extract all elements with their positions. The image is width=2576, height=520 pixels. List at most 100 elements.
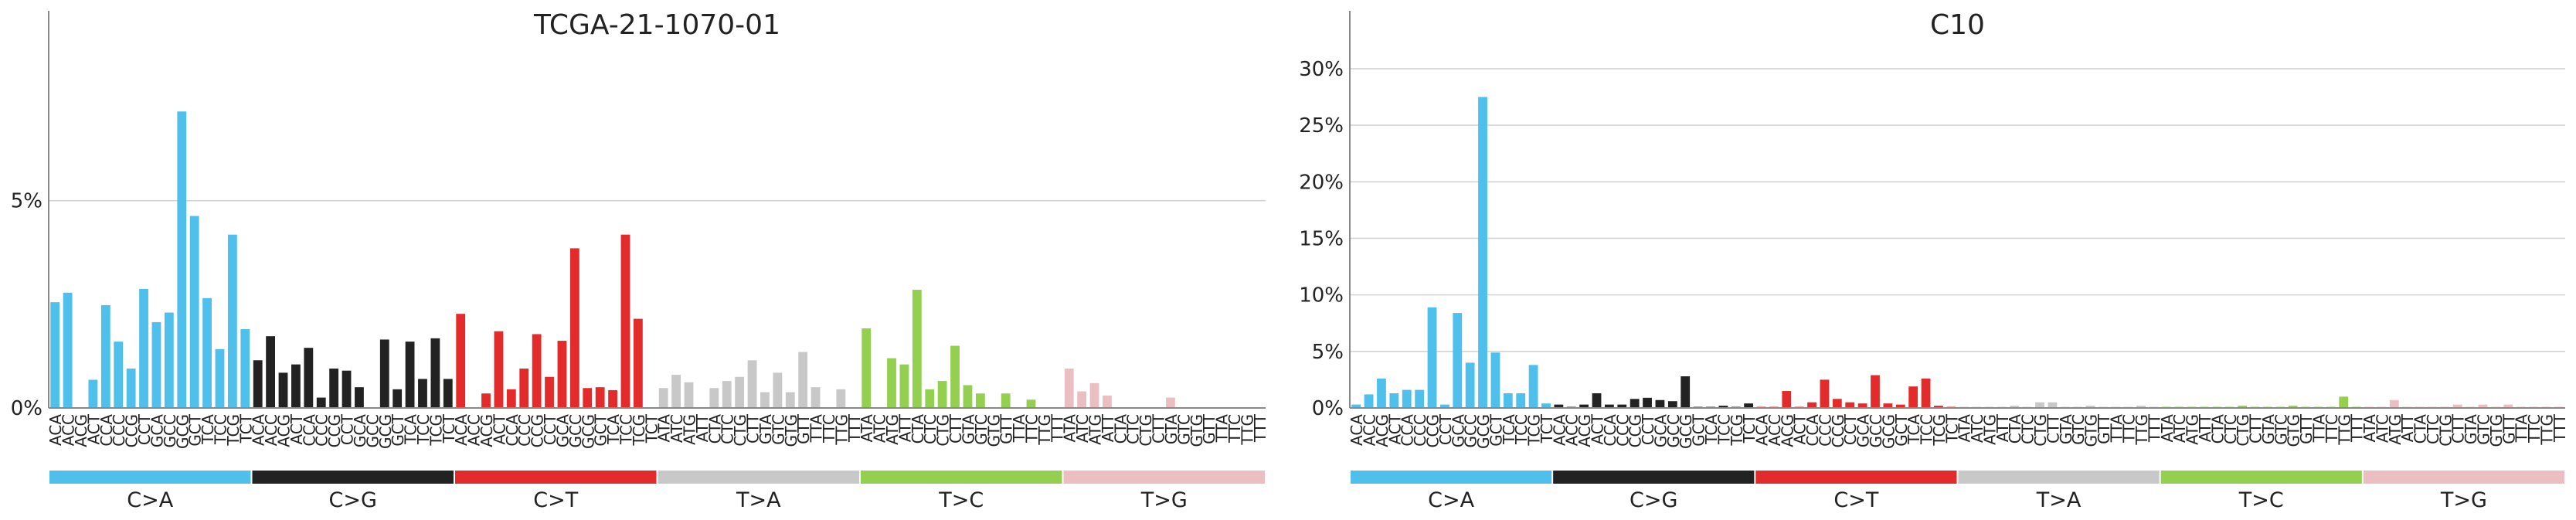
x-tick-label: GCT [389,413,407,446]
bar [899,364,909,408]
x-tick-label: TTA [2513,414,2531,444]
bar [1351,404,1361,408]
x-tick-label: CTG [934,414,953,447]
bar [1883,403,1893,408]
x-tick-label: TTC [820,414,838,444]
bar [1402,389,1412,408]
x-tick-label: GTG [2285,414,2303,447]
x-tick-label: GCT [1892,413,1911,446]
mutation-class-strip [1553,471,1755,484]
bar [1377,378,1386,408]
x-tick-label: ACA [1753,414,1772,446]
bar [569,248,579,408]
x-tick-label: CCT [338,413,357,445]
x-tick-label: GCT [592,413,610,446]
bar [393,389,403,408]
x-tick-label: ATG [883,414,902,445]
x-tick-label: TCT [1740,413,1759,444]
x-tick-label: ACA [1550,414,1568,446]
bar [1744,403,1754,408]
bar [189,216,199,408]
y-tick-label: 15% [1299,227,1344,250]
bar [1592,393,1602,408]
bar [1089,382,1099,408]
x-tick-label: GCG [579,414,597,449]
mutation-class-strip [861,471,1062,484]
x-tick-label: TTG [832,414,851,446]
x-tick-label: ACG [1373,414,1392,447]
x-tick-label: CCA [1601,414,1619,447]
bar [1908,386,1918,408]
x-tick-label: TTC [2323,414,2341,444]
x-tick-label: CTT [2247,413,2265,444]
bar [430,338,440,408]
x-tick-label: TCA [402,414,420,445]
x-tick-label: CTG [1137,414,1155,447]
bar [1064,369,1074,408]
x-tick-label: TTA [1010,414,1028,444]
panel-title: TCGA-21-1070-01 [533,9,780,41]
x-tick-label: TCT [1942,413,1961,444]
bar [1389,393,1399,408]
mutation-class-strip [1958,471,2160,484]
bar [114,342,124,408]
bar [912,290,922,408]
bar [722,381,732,408]
x-tick-label: CCC [110,414,128,447]
bar [418,379,427,408]
x-tick-label: TTG [1238,414,1256,446]
bar [88,379,98,408]
x-tick-label: CCT [1436,413,1455,445]
x-tick-label: CTC [2424,414,2442,444]
bar [1617,404,1627,408]
x-tick-label: ACA [452,414,471,446]
x-tick-label: GTA [756,414,775,444]
x-tick-label: ACC [1563,414,1582,446]
x-tick-label: ATC [668,414,686,443]
x-tick-label: TTA [2309,414,2328,444]
x-tick-label: GCA [351,414,369,447]
bar [1681,376,1691,408]
bar [1503,393,1513,408]
bar [355,387,364,408]
mutation-class-strip [252,471,454,484]
bar [1541,403,1551,408]
x-tick-label: GCG [1677,414,1695,449]
x-tick-label: TCC [1715,414,1733,445]
x-tick-label: CCC [313,414,331,447]
x-tick-label: TCC [1918,414,1936,445]
bar [1465,362,1475,408]
x-tick-label: ATC [871,414,889,443]
x-tick-label: GCC [1867,414,1885,447]
x-tick-label: TTC [2525,414,2544,444]
bar [506,389,516,408]
x-tick-label: CCT [541,413,559,445]
x-tick-label: TCG [427,414,445,447]
x-tick-label: CTT [1150,413,1168,444]
bar [202,297,212,408]
x-tick-label: TTT [2348,413,2367,443]
bar [1001,393,1011,408]
x-tick-label: ATG [2386,414,2404,445]
x-tick-label: GTG [782,414,800,447]
bar [63,292,73,408]
bar [1895,404,1905,408]
x-tick-label: GTA [2057,414,2075,444]
x-tick-label: ATA [858,414,876,443]
x-tick-label: ATA [1956,414,1974,443]
x-tick-label: TTA [2107,414,2126,444]
chart-panel-2: C100%5%10%15%20%25%30%ACAACCACGACTCCACCC… [1299,9,2569,512]
x-tick-label: CCG [528,414,547,447]
x-tick-label: GTT [2297,413,2316,444]
x-tick-label: CCT [1841,413,1860,445]
chart-panel-1: TCGA-21-1070-010%5%ACAACCACGACTCCACCCCCG… [11,9,1269,512]
x-tick-label: CTC [719,414,737,444]
bar [2238,406,2248,408]
y-tick-label: 5% [11,190,42,213]
x-tick-label: ATC [1968,414,1986,443]
bar [100,304,110,408]
bar [1554,404,1564,408]
mutation-class-label: T>C [2238,488,2284,512]
panel-title: C10 [1930,9,1985,41]
